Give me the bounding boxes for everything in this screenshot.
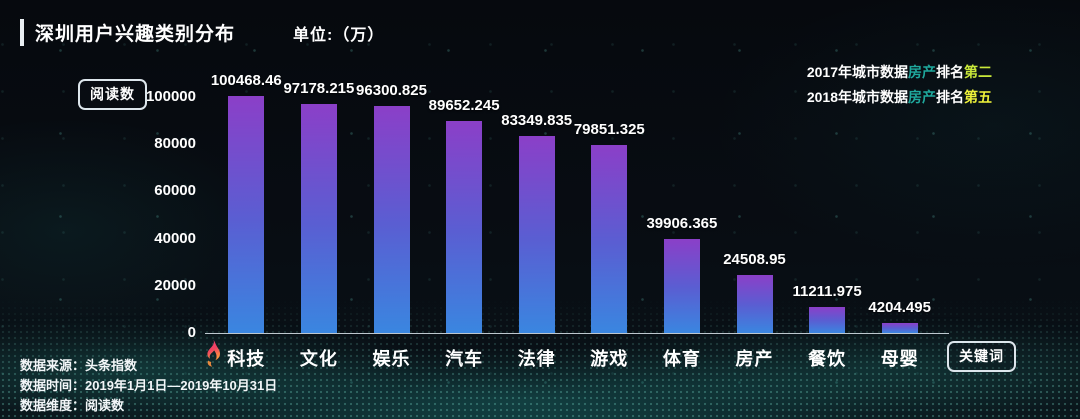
y-tick-label: 20000 [154, 276, 196, 294]
bar [591, 145, 628, 333]
bar-value-label: 96300.825 [356, 82, 427, 99]
y-tick-label: 40000 [154, 229, 196, 247]
ranking-2017: 2017年城市数据房产排名第二 [807, 60, 992, 85]
bar [518, 136, 555, 333]
bar [373, 106, 410, 333]
ranking-2018: 2018年城市数据房产排名第五 [807, 85, 992, 110]
footer-time-value: 2019年1月1日—2019年10月31日 [85, 378, 278, 393]
bar-value-label: 11211.975 [792, 283, 862, 300]
footer-source-value: 头条指数 [85, 358, 138, 373]
title-accent-bar [20, 19, 24, 46]
ranking-2018-prefix: 2018年城市数据 [806, 89, 908, 105]
page-title: 深圳用户兴趣类别分布 [35, 24, 236, 45]
title-row: 深圳用户兴趣类别分布 单位:（万） [20, 19, 384, 46]
ranking-annotations: 2017年城市数据房产排名第二 2018年城市数据房产排名第五 [807, 60, 992, 110]
bar [228, 96, 265, 333]
bar-value-label: 4204.495 [868, 299, 931, 316]
bar-value-label: 79851.325 [573, 121, 645, 138]
category-label: 汽车 [445, 349, 484, 369]
y-tick-label: 80000 [154, 135, 196, 153]
category-label: 体育 [662, 349, 701, 369]
category-label: 科技 [227, 349, 266, 369]
x-axis-line [205, 333, 949, 334]
flame-icon [207, 339, 221, 367]
bar-value-label: 24508.95 [723, 251, 786, 268]
footer-dimension: 数据维度：阅读数 [20, 396, 277, 416]
bar-value-label: 100468.46 [210, 72, 282, 89]
ranking-2017-middle: 排名 [936, 64, 964, 80]
ranking-2017-prefix: 2017年城市数据 [806, 64, 908, 80]
ranking-2017-rank: 第二 [964, 64, 992, 80]
bar-value-label: 83349.835 [501, 112, 573, 129]
footer-time: 数据时间：2019年1月1日—2019年10月31日 [20, 376, 277, 396]
bar [881, 323, 918, 333]
bar-value-label: 97178.215 [283, 80, 355, 97]
bar-value-label: 89652.245 [428, 97, 500, 114]
footer-time-label: 数据时间： [20, 378, 86, 393]
bar [663, 239, 700, 333]
footer-source-label: 数据来源： [20, 358, 86, 373]
category-label: 母婴 [880, 349, 919, 369]
category-label: 娱乐 [372, 349, 411, 369]
ranking-2018-rank: 第五 [964, 89, 992, 105]
bar [809, 307, 846, 333]
category-label: 法律 [517, 349, 556, 369]
category-label: 餐饮 [808, 349, 847, 369]
bar [300, 104, 337, 333]
category-label: 文化 [299, 349, 338, 369]
ranking-2018-highlight: 房产 [908, 89, 936, 105]
y-tick-label: 60000 [154, 182, 196, 200]
footer-dimension-value: 阅读数 [85, 398, 125, 413]
bar-value-label: 39906.365 [646, 215, 718, 232]
bar [736, 275, 773, 333]
ranking-2017-highlight: 房产 [908, 64, 936, 80]
y-tick-label: 100000 [145, 88, 196, 105]
data-source-footer: 数据来源：头条指数 数据时间：2019年1月1日—2019年10月31日 数据维… [20, 356, 277, 416]
category-label: 游戏 [590, 349, 629, 369]
footer-source: 数据来源：头条指数 [20, 356, 277, 376]
bar [446, 121, 483, 333]
y-tick-label: 0 [187, 324, 196, 341]
ranking-2018-middle: 排名 [936, 89, 964, 105]
unit-label: 单位:（万） [293, 26, 385, 44]
y-axis-label-badge: 阅读数 [78, 79, 147, 110]
footer-dimension-label: 数据维度： [20, 398, 86, 413]
keyword-badge: 关键词 [947, 341, 1016, 372]
category-label: 房产 [735, 349, 774, 369]
